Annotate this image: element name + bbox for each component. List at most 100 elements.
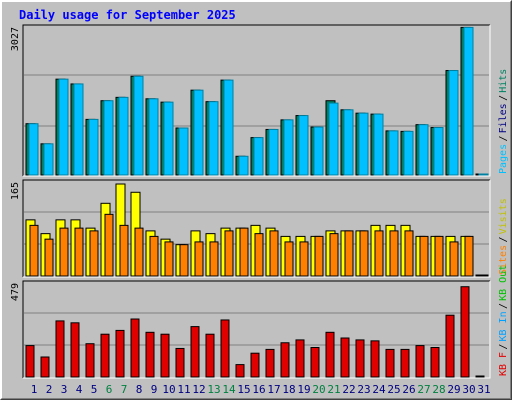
pages-bar: [223, 79, 234, 176]
sites-bar: [104, 213, 114, 277]
kbf-bar: [70, 322, 80, 378]
sites-bar: [344, 230, 354, 277]
kbf-bar: [475, 375, 485, 378]
day-label-13: 13: [207, 383, 220, 396]
pages-bar: [28, 123, 39, 176]
panel-3: [22, 280, 491, 379]
pages-bar: [388, 130, 399, 176]
day-label-21: 21: [327, 383, 340, 396]
kbf-bar: [100, 333, 110, 378]
day-label-6: 6: [106, 383, 113, 396]
pages-bar: [253, 137, 264, 176]
sites-bar: [419, 235, 429, 277]
day-label-4: 4: [76, 383, 83, 396]
day-label-5: 5: [91, 383, 98, 396]
sites-bar: [329, 233, 339, 277]
day-label-30: 30: [462, 383, 475, 396]
kbf-bar: [280, 342, 290, 378]
sites-bar: [89, 230, 99, 277]
y-axis-max-label: 479: [10, 283, 21, 301]
kbf-bar: [55, 320, 65, 378]
pages-bar: [328, 102, 339, 176]
day-label-8: 8: [136, 383, 143, 396]
pages-bar: [43, 143, 54, 176]
pages-bar: [358, 112, 369, 176]
pages-bar: [268, 128, 279, 176]
sites-bar: [449, 241, 459, 277]
sites-bar: [119, 224, 129, 277]
sites-bar: [314, 235, 324, 277]
sites-bar: [164, 241, 174, 277]
legend-kb-in: KB In: [498, 311, 509, 341]
day-label-25: 25: [387, 383, 400, 396]
day-label-11: 11: [177, 383, 190, 396]
kbf-bar: [25, 345, 35, 378]
day-label-12: 12: [192, 383, 205, 396]
kbf-bar: [265, 348, 275, 378]
chart-title: Daily usage for September 2025: [19, 8, 236, 22]
day-label-20: 20: [312, 383, 325, 396]
kbf-bar: [445, 314, 455, 378]
sites-bar: [299, 241, 309, 277]
day-label-15: 15: [237, 383, 250, 396]
sites-bar: [209, 241, 219, 277]
kbf-bar: [130, 318, 140, 378]
kbf-bar: [295, 339, 305, 378]
day-label-22: 22: [342, 383, 355, 396]
chart-panels: 3027 Pages / Files / Hits 165 Sites / Visits 479 KB…: [10, 24, 509, 379]
kbf-bar: [355, 339, 365, 378]
pages-bar: [433, 127, 444, 176]
day-label-3: 3: [61, 383, 68, 396]
kbf-bar: [40, 356, 50, 378]
day-label-9: 9: [151, 383, 158, 396]
legend-hits: Hits: [498, 69, 509, 93]
sites-bar: [239, 227, 249, 277]
kbf-bar: [85, 343, 95, 378]
pages-bar: [88, 118, 99, 176]
legend-separator: /: [498, 344, 509, 350]
day-label-26: 26: [402, 383, 415, 396]
kbf-bar: [175, 347, 185, 378]
legend-sites: Sites: [498, 245, 509, 275]
legend-separator: /: [498, 236, 509, 242]
kbf-bar: [385, 348, 395, 378]
kbf-bar: [430, 347, 440, 378]
pages-bar: [118, 96, 129, 176]
sites-bar: [359, 230, 369, 277]
kbf-bar: [400, 348, 410, 378]
panel-2: [22, 179, 491, 278]
pages-bar: [343, 109, 354, 176]
sites-bar: [479, 274, 489, 277]
pages-bar: [298, 115, 309, 176]
pages-bar: [103, 100, 114, 176]
pages-bar: [478, 173, 489, 176]
sites-bar: [374, 230, 384, 277]
sites-bar: [44, 238, 54, 277]
pages-bar: [193, 89, 204, 176]
kbf-bar: [220, 319, 230, 378]
legend-separator: /: [498, 135, 509, 141]
pages-bar: [148, 98, 159, 176]
pages-bar: [133, 75, 144, 176]
sites-bar: [134, 227, 144, 277]
y-axis-max-label: 165: [10, 182, 21, 200]
sites-bar: [59, 227, 69, 277]
sites-bar: [29, 224, 39, 277]
kbf-bar: [160, 333, 170, 378]
sites-bar: [149, 235, 159, 277]
sites-bar: [224, 230, 234, 277]
kbf-bar: [340, 337, 350, 378]
sites-bar: [269, 230, 279, 277]
sites-bar: [464, 235, 474, 277]
legend-pages: Pages: [498, 144, 509, 174]
day-label-16: 16: [252, 383, 265, 396]
day-label-28: 28: [432, 383, 445, 396]
sites-bar: [194, 241, 204, 277]
pages-bar: [238, 155, 249, 176]
day-label-31: 31: [477, 383, 490, 396]
pages-bar: [403, 130, 414, 176]
pages-bar: [58, 78, 69, 176]
day-label-27: 27: [417, 383, 430, 396]
day-label-19: 19: [297, 383, 310, 396]
